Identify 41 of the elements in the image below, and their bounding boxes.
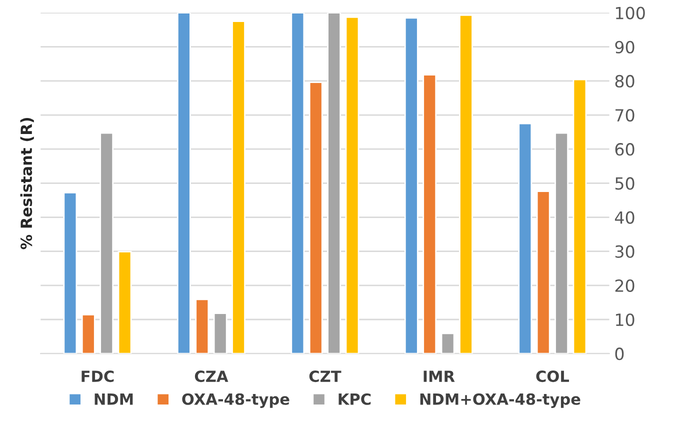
legend-label: OXA-48-type bbox=[182, 393, 290, 408]
bar bbox=[554, 132, 568, 354]
x-tick-label: CZT bbox=[309, 370, 342, 382]
y-tick-label: 0 bbox=[615, 348, 624, 360]
bar bbox=[327, 12, 342, 354]
y-tick-label: 10 bbox=[616, 313, 634, 326]
bar bbox=[232, 20, 246, 354]
y-tick-label: 40 bbox=[614, 211, 634, 224]
bar bbox=[440, 332, 455, 354]
bar bbox=[63, 192, 78, 354]
bar bbox=[195, 298, 210, 354]
bar bbox=[213, 312, 228, 354]
y-tick-label: 30 bbox=[615, 245, 634, 258]
x-tick-label: FDC bbox=[82, 370, 114, 382]
bar bbox=[345, 16, 360, 354]
y-tick-label: 100 bbox=[616, 6, 645, 20]
y-tick-label: 90 bbox=[615, 40, 634, 54]
y-axis-title: % Resistant (R) bbox=[20, 118, 34, 250]
x-tick-label: COL bbox=[536, 370, 569, 382]
bar bbox=[81, 314, 96, 354]
legend-label: NDM bbox=[94, 394, 133, 405]
bar bbox=[290, 12, 305, 354]
y-tick-label: 80 bbox=[615, 74, 634, 88]
x-tick-label: CZA bbox=[194, 370, 228, 382]
bar bbox=[100, 132, 114, 354]
y-tick-label: 70 bbox=[616, 108, 634, 122]
bar bbox=[308, 82, 323, 354]
bar bbox=[459, 14, 473, 354]
bar bbox=[518, 122, 532, 354]
y-tick-label: 50 bbox=[615, 177, 634, 190]
bar bbox=[536, 190, 550, 354]
y-tick-label: 60 bbox=[615, 143, 634, 156]
bar bbox=[118, 250, 132, 354]
bar bbox=[422, 74, 437, 354]
x-tick-label: IMR bbox=[424, 370, 455, 382]
y-tick-label: 20 bbox=[615, 279, 634, 292]
bar bbox=[572, 78, 587, 354]
legend-label: NDM+OXA-48-type bbox=[420, 393, 580, 408]
bar bbox=[176, 12, 191, 354]
legend-label: KPC bbox=[338, 393, 371, 405]
bar bbox=[404, 17, 418, 354]
